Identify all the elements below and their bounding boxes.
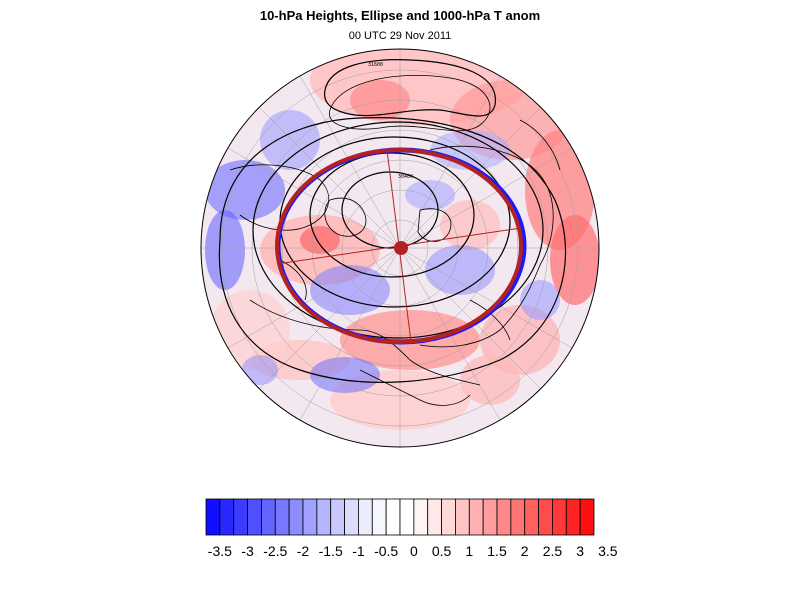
colorbar-box [233, 498, 248, 536]
colorbar-tick-label: 1.5 [487, 543, 507, 559]
map-border [200, 48, 600, 448]
colorbar-tick-label: 2.5 [543, 543, 563, 559]
colorbar-box [455, 498, 470, 536]
colorbar-tick-label: -2 [297, 543, 310, 559]
colorbar-box [385, 498, 401, 536]
colorbar-box [371, 498, 387, 536]
colorbar-box [330, 498, 345, 536]
colorbar-box [552, 498, 567, 536]
plot-title: 10-hPa Heights, Ellipse and 1000-hPa T a… [259, 8, 541, 23]
colorbar-tick-label: -2.5 [263, 543, 287, 559]
colorbar-box [358, 498, 373, 536]
colorbar-tick-label: 3 [576, 543, 584, 559]
colorbar-box [274, 498, 290, 536]
colorbar-box [288, 498, 304, 536]
colorbar-box [538, 498, 553, 536]
colorbar-tick-label: -1 [352, 543, 365, 559]
colorbar-tick-label: 2 [521, 543, 529, 559]
colorbar-tick-label: -3.5 [208, 543, 232, 559]
colorbar-labels: -3.5 -3 -2.5 -2 -1.5 -1 -0.5 0 0.5 1 1.5 2 2.5 3 3.5 [208, 543, 618, 559]
colorbar-box [399, 498, 415, 536]
colorbar-box [441, 498, 456, 536]
colorbar-tick-label: 0 [410, 543, 418, 559]
colorbar-tick-label: 0.5 [432, 543, 452, 559]
map-content: 31600 30400 [201, 49, 599, 447]
colorbar-tick-label: -1.5 [319, 543, 343, 559]
colorbar-tick-label: -0.5 [374, 543, 398, 559]
plot-subtitle: 00 UTC 29 Nov 2011 [348, 30, 452, 42]
colorbar-box [524, 498, 539, 536]
ellipse-center-marker [394, 241, 408, 255]
colorbar-box [427, 498, 442, 536]
colorbar-boxes [205, 498, 595, 536]
colorbar-box [496, 498, 512, 536]
coastlines [229, 75, 561, 406]
colorbar-box [565, 498, 581, 536]
colorbar-box [482, 498, 498, 536]
colorbar-box [510, 498, 526, 536]
contour-label-inner: 30400 [398, 174, 413, 180]
contour-label-upper: 31600 [368, 62, 383, 68]
fitted-ellipse [275, 148, 523, 344]
colorbar-tick-label: 3.5 [598, 543, 618, 559]
colorbar-box [344, 498, 359, 536]
colorbar-tick-label: 1 [465, 543, 473, 559]
colorbar-box [413, 498, 429, 536]
colorbar-box [261, 498, 276, 536]
colorbar-box [219, 498, 235, 536]
colorbar-tick-label: -3 [241, 543, 254, 559]
colorbar-box [468, 498, 484, 536]
colorbar-box [316, 498, 332, 536]
colorbar-box [247, 498, 262, 536]
colorbar-box [579, 498, 595, 536]
colorbar-box [205, 498, 221, 536]
colorbar-box [302, 498, 318, 536]
